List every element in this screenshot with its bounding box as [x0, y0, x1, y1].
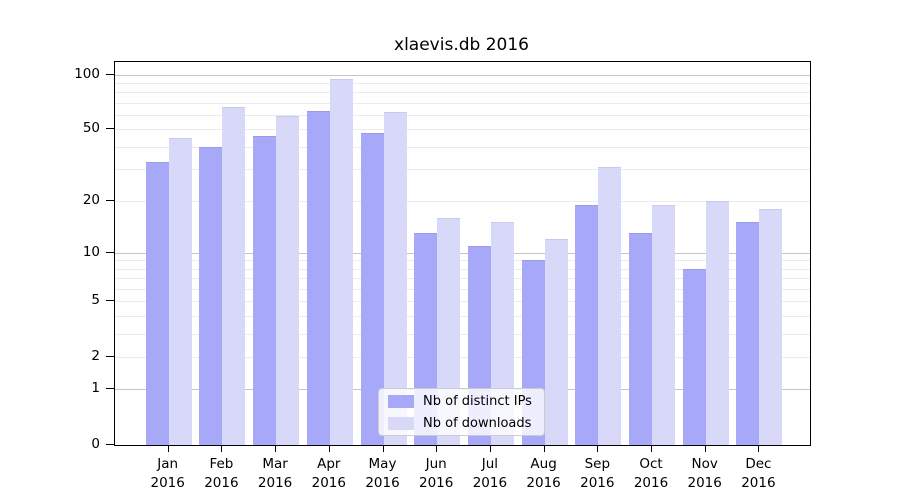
gridline-minor-60	[115, 115, 810, 116]
bar-downloads-jan	[168, 137, 192, 445]
x-tick-aug	[543, 445, 545, 452]
gridline-minor-4	[115, 315, 810, 317]
y-tick-0	[106, 444, 114, 445]
x-tick-label-dec: Dec 2016	[741, 456, 776, 491]
gridline-minor-9	[115, 260, 810, 262]
legend-swatch-distinct-ips	[388, 394, 414, 408]
bar-downloads-aug	[544, 239, 568, 445]
bar-downloads-dec	[759, 208, 783, 445]
y-tick-1	[106, 388, 114, 390]
gridline-minor-40	[115, 146, 810, 148]
y-tick-label-20: 20	[82, 191, 100, 208]
y-tick-label-2: 2	[91, 347, 100, 364]
bar-downloads-nov	[705, 200, 729, 445]
y-tick-label-10: 10	[82, 243, 100, 260]
y-tick-20	[106, 199, 114, 201]
gridline-minor-3	[115, 333, 810, 335]
gridline-minor-2	[115, 356, 810, 358]
x-tick-label-sep: Sep 2016	[580, 456, 615, 491]
bar-downloads-sep	[598, 166, 622, 445]
y-tick-label-5: 5	[91, 292, 100, 309]
gridline-minor-70	[115, 102, 810, 104]
bar-distinct-ips-nov	[682, 268, 706, 445]
bar-downloads-feb	[222, 107, 246, 445]
gridline-minor-30	[115, 169, 810, 171]
x-tick-feb	[221, 445, 223, 452]
y-tick-label-50: 50	[82, 120, 100, 137]
bar-downloads-oct	[652, 204, 675, 445]
x-tick-oct	[651, 445, 652, 452]
y-tick-2	[106, 355, 114, 357]
legend-label-downloads: Nb of downloads	[423, 415, 532, 431]
x-tick-label-nov: Nov 2016	[687, 456, 722, 491]
x-tick-sep	[597, 445, 599, 452]
y-tick-10	[106, 251, 114, 253]
gridline-minor-20	[115, 200, 810, 202]
x-tick-label-jun: Jun 2016	[419, 456, 454, 491]
gridline-minor-90	[115, 82, 810, 84]
gridline-minor-6	[115, 288, 810, 290]
x-tick-label-apr: Apr 2016	[311, 456, 346, 491]
x-tick-label-aug: Aug 2016	[526, 456, 561, 491]
bar-distinct-ips-mar	[253, 135, 277, 445]
x-tick-mar	[275, 445, 277, 452]
x-tick-label-feb: Feb 2016	[204, 456, 239, 491]
gridline-minor-5	[115, 301, 810, 303]
bar-downloads-apr	[329, 78, 353, 445]
bar-distinct-ips-oct	[629, 233, 652, 445]
x-tick-label-mar: Mar 2016	[257, 456, 293, 491]
gridline-minor-8	[115, 268, 810, 270]
y-axis: 0 1 2 5 10 20 50 100	[0, 61, 114, 452]
x-tick-label-jan: Jan 2016	[150, 456, 185, 491]
bar-distinct-ips-sep	[575, 204, 599, 445]
legend-item-distinct-ips: Nb of distinct IPs	[379, 392, 544, 410]
x-tick-label-jul: Jul 2016	[472, 456, 508, 491]
gridline-major-10	[115, 252, 810, 254]
bar-distinct-ips-feb	[199, 146, 223, 445]
x-axis: Jan 2016 Feb 2016 Mar 2016 Apr 2016 May 2016…	[114, 444, 809, 500]
bar-downloads-may	[383, 112, 407, 445]
y-tick-label-100: 100	[74, 65, 100, 82]
gridline-minor-50	[115, 129, 810, 131]
bar-downloads-mar	[276, 116, 300, 445]
gridline-major-100	[115, 74, 810, 76]
x-tick-jun	[436, 445, 438, 452]
bar-distinct-ips-apr	[306, 111, 330, 445]
x-tick-apr	[328, 445, 330, 452]
x-tick-jul	[489, 445, 491, 452]
legend-label-distinct-ips: Nb of distinct IPs	[423, 393, 532, 409]
bar-distinct-ips-dec	[736, 222, 760, 445]
bar-distinct-ips-jan	[145, 161, 169, 445]
x-tick-nov	[704, 445, 706, 452]
legend: Nb of distinct IPs Nb of downloads	[378, 388, 545, 436]
y-tick-label-0: 0	[91, 436, 100, 452]
x-tick-may	[382, 445, 384, 452]
x-tick-label-oct: Oct 2016	[633, 456, 669, 491]
gridline-minor-7	[115, 278, 810, 280]
gridline-minor-80	[115, 92, 810, 94]
x-tick-dec	[758, 445, 760, 452]
chart-title: xlaevis.db 2016	[394, 35, 529, 55]
legend-swatch-downloads	[388, 416, 414, 430]
bar-distinct-ips-may	[360, 132, 384, 445]
x-tick-jan	[167, 445, 169, 452]
y-tick-50	[106, 128, 114, 130]
x-tick-label-may: May 2016	[365, 456, 400, 491]
y-tick-label-1: 1	[91, 380, 100, 397]
y-tick-100	[106, 73, 114, 75]
legend-item-downloads: Nb of downloads	[379, 414, 544, 432]
y-tick-5	[106, 300, 114, 302]
